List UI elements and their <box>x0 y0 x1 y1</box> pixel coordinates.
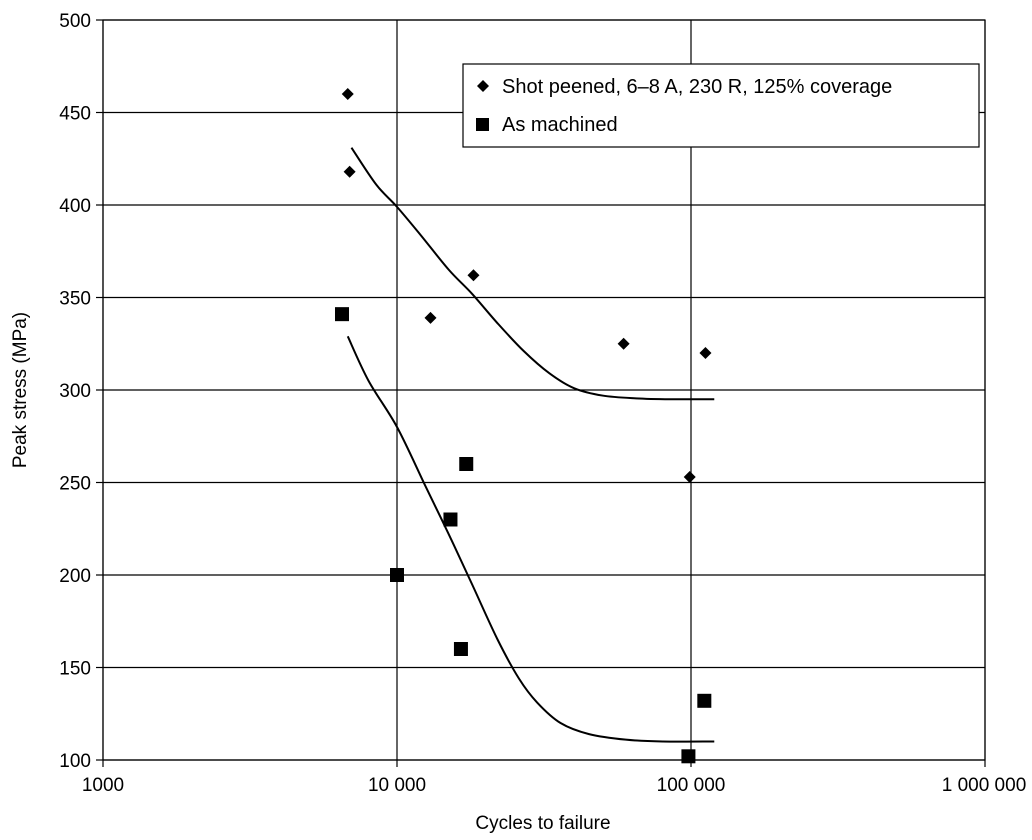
as-machined-trend-curve <box>346 335 715 743</box>
as-machined-point <box>697 693 712 708</box>
x-tick-label: 100 000 <box>657 775 726 796</box>
y-tick-label: 200 <box>59 566 91 587</box>
as-machined-point <box>334 307 349 322</box>
y-tick-label: 400 <box>59 196 91 217</box>
shot-peened-point <box>467 269 480 282</box>
as-machined-point <box>459 457 474 471</box>
as-machined-point <box>453 642 468 656</box>
data-points <box>334 88 712 764</box>
y-tick-label: 300 <box>59 381 91 402</box>
shot-peened-point <box>424 311 437 324</box>
legend-box <box>462 63 980 148</box>
shot-peened-point <box>343 165 356 178</box>
as-machined-point <box>681 749 696 764</box>
y-tick-label: 450 <box>59 104 91 125</box>
y-tick-label: 250 <box>59 474 91 495</box>
y-axis-ticks: 100 150 200 250 300 350 400 450 500 <box>59 11 103 772</box>
legend-label-shot-peened: Shot peened, 6–8 A, 230 R, 125% coverage <box>502 76 892 98</box>
trend-curves <box>346 147 715 743</box>
y-tick-label: 500 <box>59 11 91 32</box>
shot-peened-point <box>699 347 712 359</box>
shot-peened-point <box>341 88 354 100</box>
x-axis-ticks: 1000 10 000 100 000 1 000 000 <box>82 760 1026 796</box>
x-tick-label: 1000 <box>82 775 124 796</box>
y-tick-label: 150 <box>59 659 91 680</box>
as-machined-point <box>390 568 404 582</box>
as-machined-point <box>443 512 458 527</box>
shot-peened-trend-curve <box>350 147 715 401</box>
legend-marker-diamond <box>477 80 489 92</box>
x-tick-label: 10 000 <box>368 775 426 796</box>
y-tick-label: 100 <box>59 751 91 772</box>
y-tick-label: 350 <box>59 289 91 310</box>
legend-label-as-machined: As machined <box>502 114 618 136</box>
legend: Shot peened, 6–8 A, 230 R, 125% coverage… <box>462 63 980 148</box>
x-tick-label: 1 000 000 <box>942 775 1027 796</box>
shot-peened-point <box>683 470 696 483</box>
shot-peened-point <box>617 337 630 350</box>
x-axis-title: Cycles to failure <box>475 813 610 834</box>
y-axis-title: Peak stress (MPa) <box>10 312 31 468</box>
legend-marker-square <box>476 118 489 131</box>
